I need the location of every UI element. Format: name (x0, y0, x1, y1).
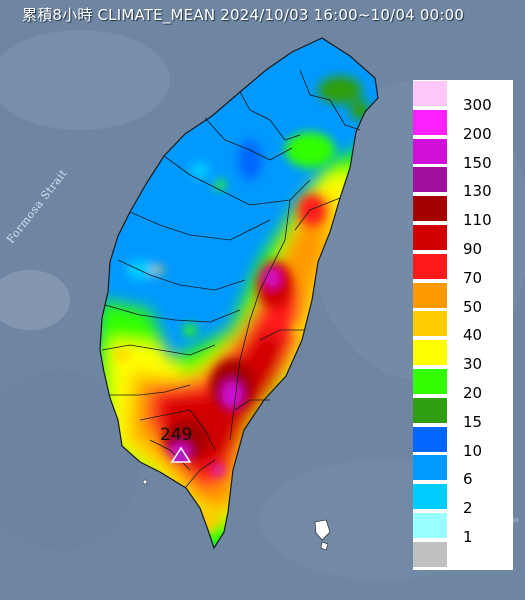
legend-label: 130 (463, 182, 492, 201)
legend-row: 50 (413, 281, 513, 316)
legend-label: 6 (463, 470, 473, 489)
legend-swatch (413, 339, 447, 366)
legend-row: 300 (413, 80, 513, 114)
legend-label: 30 (463, 355, 483, 374)
legend-swatch (413, 252, 447, 279)
legend-row: 10 (413, 425, 513, 460)
color-legend: 300 200 150 130 110 90 70 50 40 30 20 15 10 6 2 1 (413, 80, 513, 570)
map-title: 累積8小時 CLIMATE_MEAN 2024/10/03 16:00~10/0… (22, 6, 465, 24)
legend-label: 1 (463, 528, 473, 546)
legend-swatch (413, 108, 447, 135)
legend-swatch (413, 137, 447, 164)
legend-label: 40 (463, 326, 483, 345)
county-boundaries (101, 69, 361, 489)
legend-label: 150 (463, 153, 492, 172)
legend-row: 70 (413, 252, 513, 287)
legend-label: 90 (463, 240, 483, 258)
legend-swatch (413, 224, 447, 250)
legend-label: 10 (463, 441, 483, 460)
legend-swatch (413, 368, 447, 394)
legend-row: 150 (413, 137, 513, 172)
legend-label: 50 (463, 297, 483, 316)
legend-row: 200 (413, 108, 513, 143)
legend-label: 200 (463, 124, 492, 143)
legend-row: 90 (413, 224, 513, 258)
corner-label: ¹⁰ (512, 517, 519, 526)
legend-swatch (413, 454, 447, 481)
legend-label: 110 (463, 211, 492, 230)
legend-swatch (413, 310, 447, 337)
legend-label: 70 (463, 268, 483, 287)
legend-row: 40 (413, 310, 513, 344)
legend-swatch (413, 166, 447, 193)
legend-swatch (413, 195, 447, 222)
coastline (99, 37, 379, 550)
legend-label: 300 (463, 96, 492, 114)
legend-swatch (413, 540, 447, 567)
max-rainfall-label: 249 (160, 425, 193, 445)
max-rainfall-marker (170, 446, 192, 463)
legend-swatch (413, 512, 447, 538)
legend-swatch (413, 483, 447, 510)
legend-label: 15 (463, 412, 483, 431)
legend-label: 20 (463, 384, 483, 402)
legend-label: 2 (463, 499, 473, 518)
islets (142, 479, 331, 551)
legend-row: 6 (413, 454, 513, 488)
legend-row: 20 (413, 368, 513, 402)
legend-row: 2 (413, 483, 513, 517)
legend-row: 30 (413, 339, 513, 373)
legend-row: 110 (413, 195, 513, 229)
legend-swatch (413, 396, 447, 423)
legend-row (413, 540, 513, 567)
legend-row: 130 (413, 166, 513, 200)
legend-row: 1 (413, 512, 513, 546)
legend-swatch (413, 80, 447, 106)
legend-row: 15 (413, 396, 513, 431)
legend-swatch (413, 281, 447, 308)
legend-swatch (413, 425, 447, 452)
